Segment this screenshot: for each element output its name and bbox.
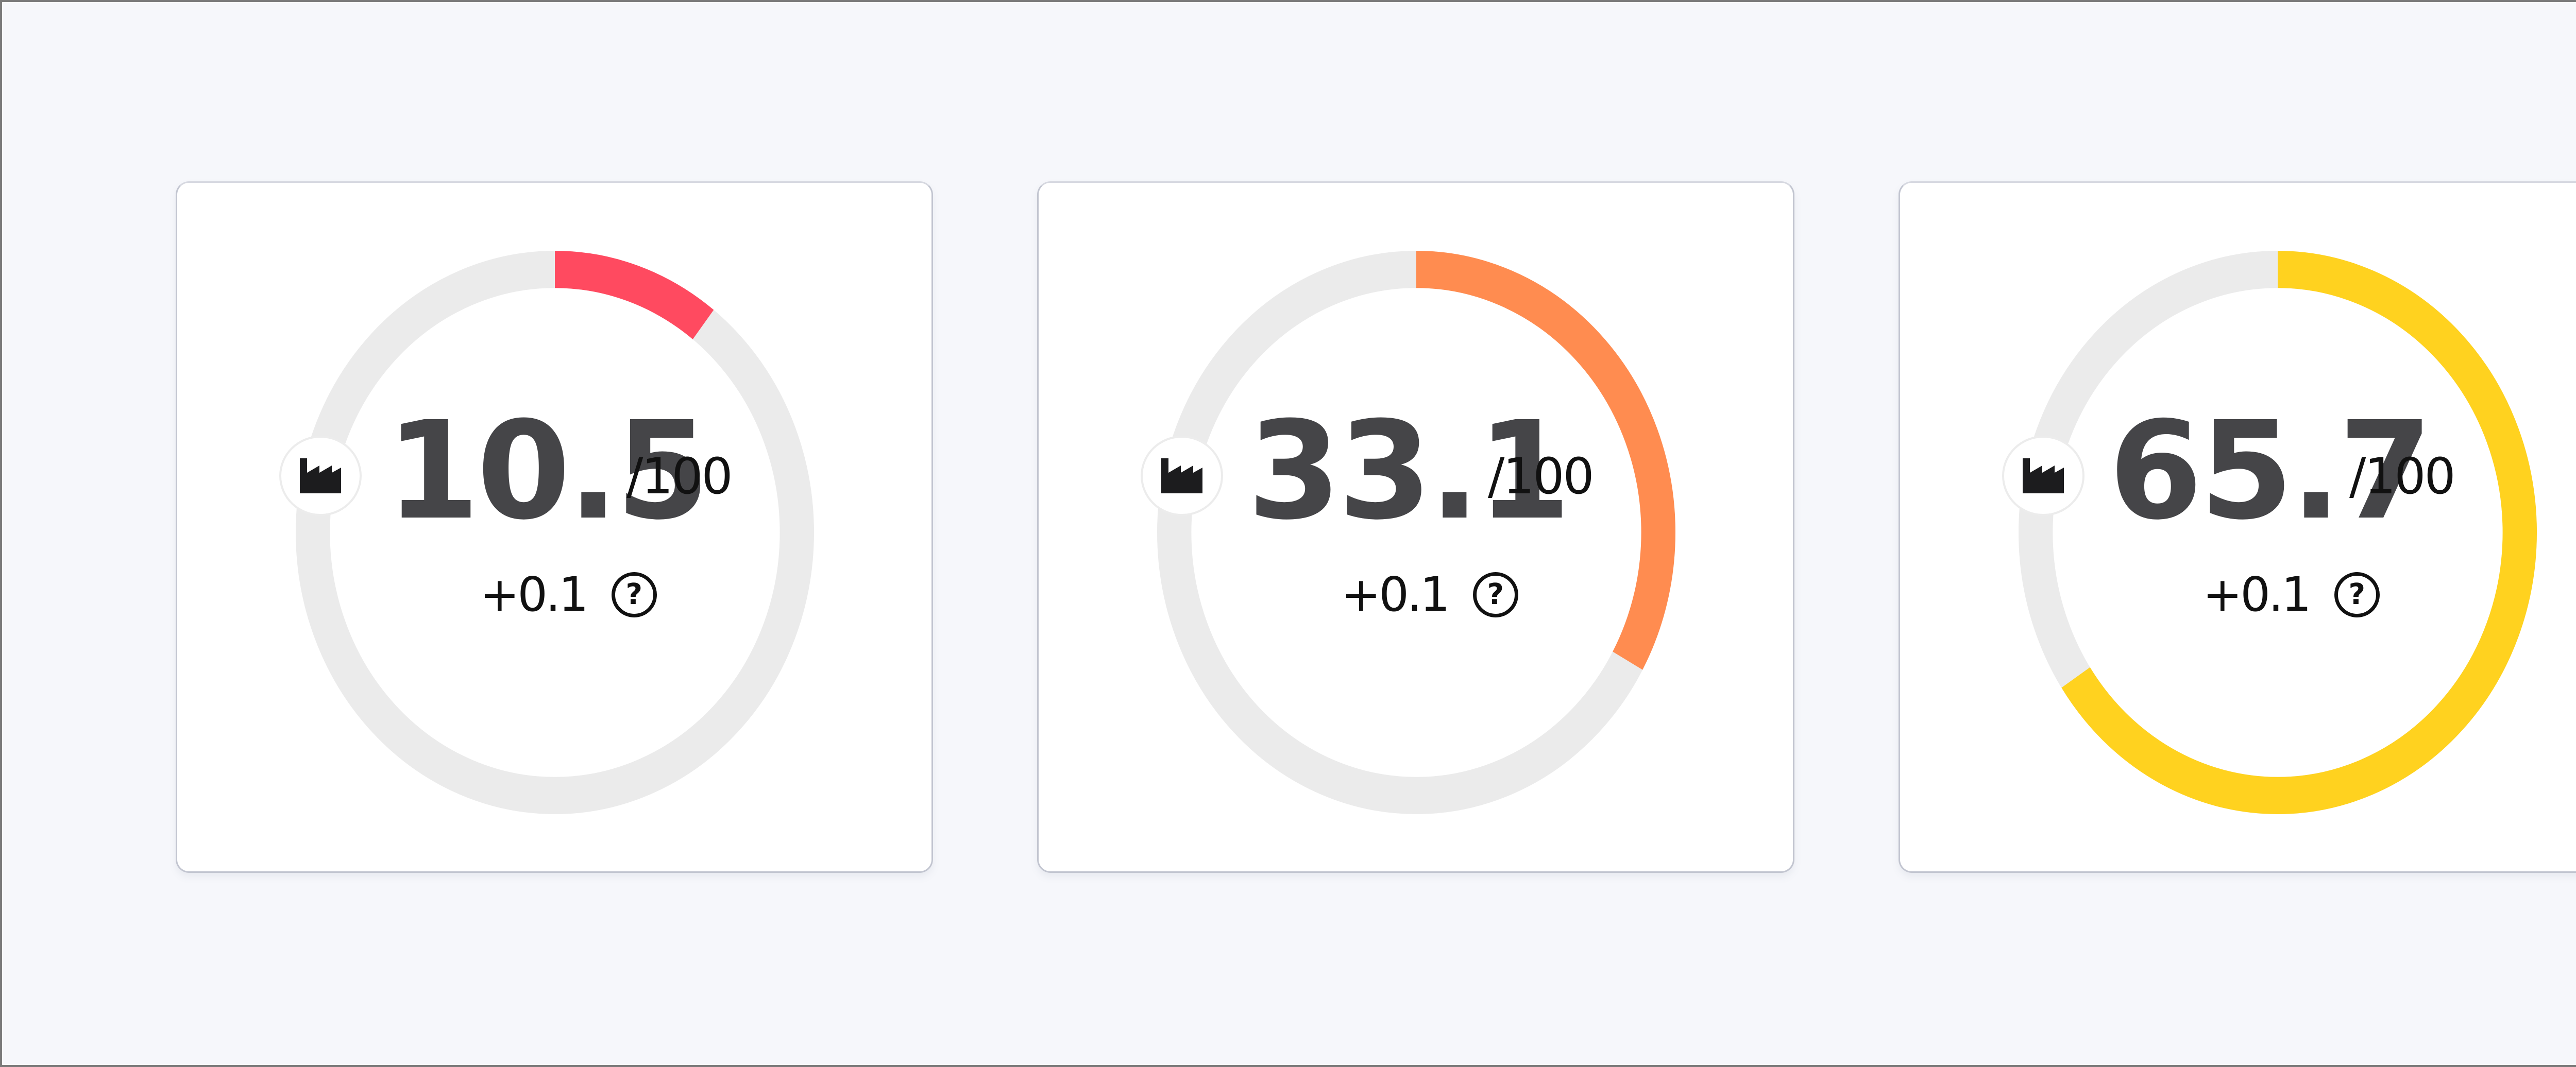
score-max: /100 xyxy=(2349,448,2456,505)
factory-icon xyxy=(2023,458,2064,493)
help-glyph: ? xyxy=(625,578,642,611)
score-card: 10.5 /100 +0.1 ? xyxy=(176,181,933,873)
score-delta-row: +0.1 ? xyxy=(1900,566,2576,623)
score-ring-gauge xyxy=(2019,251,2537,814)
score-value: 65.7 xyxy=(2109,392,2432,549)
factory-icon-badge xyxy=(1141,436,1223,516)
factory-icon-badge xyxy=(279,436,362,516)
factory-icon xyxy=(1161,458,1202,493)
score-value: 33.1 xyxy=(1247,392,1571,549)
score-delta-row: +0.1 ? xyxy=(1039,566,1794,623)
factory-icon-badge xyxy=(2002,436,2084,516)
score-value: 10.5 xyxy=(386,392,709,549)
score-max: /100 xyxy=(626,448,733,505)
score-ring-gauge xyxy=(1157,251,1675,814)
question-circle-icon[interactable]: ? xyxy=(611,572,657,617)
score-delta: +0.1 xyxy=(1341,567,1450,622)
score-ring-gauge xyxy=(296,251,814,814)
help-glyph: ? xyxy=(2348,578,2365,611)
score-max: /100 xyxy=(1488,448,1595,505)
score-delta: +0.1 xyxy=(2202,567,2311,622)
score-delta-row: +0.1 ? xyxy=(177,566,933,623)
factory-icon xyxy=(300,458,341,493)
score-card: 33.1 /100 +0.1 ? xyxy=(1037,181,1794,873)
score-card: 65.7 /100 +0.1 ? xyxy=(1899,181,2576,873)
help-glyph: ? xyxy=(1487,578,1504,611)
score-delta: +0.1 xyxy=(480,567,588,622)
question-circle-icon[interactable]: ? xyxy=(2334,572,2380,617)
question-circle-icon[interactable]: ? xyxy=(1472,572,1518,617)
